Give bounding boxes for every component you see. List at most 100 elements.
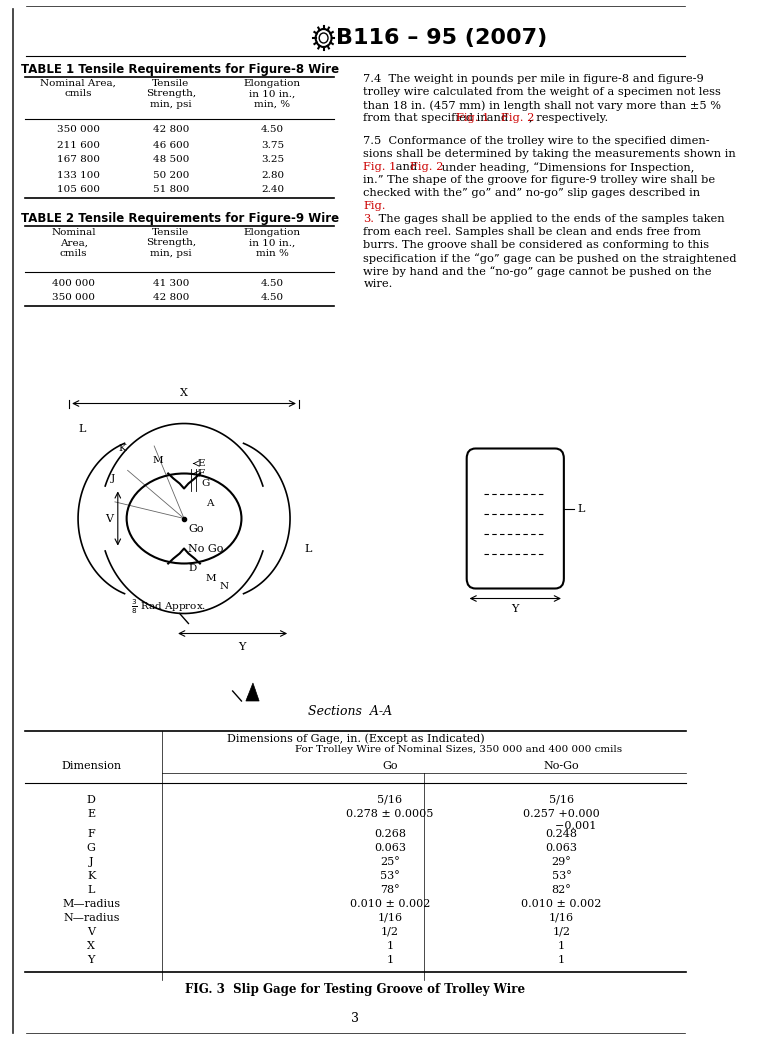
Text: , respectively.: , respectively. bbox=[529, 113, 608, 123]
Text: 1/16: 1/16 bbox=[549, 913, 574, 923]
Text: 25°: 25° bbox=[380, 857, 400, 867]
Text: Fig.: Fig. bbox=[363, 201, 386, 211]
Text: E: E bbox=[198, 459, 205, 468]
Text: 0.248: 0.248 bbox=[545, 829, 577, 839]
Text: wire.: wire. bbox=[363, 279, 393, 289]
Text: D: D bbox=[188, 564, 197, 573]
Text: sions shall be determined by taking the measurements shown in: sions shall be determined by taking the … bbox=[363, 150, 736, 159]
Text: No Go: No Go bbox=[188, 543, 224, 554]
Text: 82°: 82° bbox=[552, 885, 571, 895]
Text: 350 000: 350 000 bbox=[52, 294, 95, 303]
Text: 0.278 ± 0.0005: 0.278 ± 0.0005 bbox=[346, 809, 433, 819]
Text: 1: 1 bbox=[558, 955, 565, 965]
Text: 105 600: 105 600 bbox=[57, 185, 100, 195]
Text: Elongation
in 10 in.,
min %: Elongation in 10 in., min % bbox=[244, 228, 301, 258]
Text: For Trolley Wire of Nominal Sizes, 350 000 and 400 000 cmils: For Trolley Wire of Nominal Sizes, 350 0… bbox=[295, 745, 622, 754]
Polygon shape bbox=[246, 683, 259, 701]
Text: 0.257 +0.000
        −0.001: 0.257 +0.000 −0.001 bbox=[523, 809, 600, 831]
Text: wire by hand and the “no-go” gage cannot be pushed on the: wire by hand and the “no-go” gage cannot… bbox=[363, 266, 712, 277]
Text: 4.50: 4.50 bbox=[261, 126, 284, 134]
Text: K: K bbox=[118, 445, 126, 453]
Text: 41 300: 41 300 bbox=[152, 279, 189, 287]
Text: 50 200: 50 200 bbox=[152, 171, 189, 179]
Text: 3: 3 bbox=[352, 1012, 359, 1025]
Text: 7.4  The weight in pounds per mile in figure-8 and figure-9: 7.4 The weight in pounds per mile in fig… bbox=[363, 74, 704, 84]
Text: under heading, “Dimensions for Inspection,: under heading, “Dimensions for Inspectio… bbox=[439, 162, 695, 173]
Text: Y: Y bbox=[88, 955, 95, 965]
Text: 0.268: 0.268 bbox=[373, 829, 406, 839]
Text: from each reel. Samples shall be clean and ends free from: from each reel. Samples shall be clean a… bbox=[363, 227, 701, 237]
Text: Fig. 2: Fig. 2 bbox=[410, 162, 443, 173]
Text: B116 – 95 (2007): B116 – 95 (2007) bbox=[336, 28, 547, 48]
Text: G: G bbox=[87, 843, 96, 853]
Text: Fig. 2: Fig. 2 bbox=[501, 113, 534, 123]
Text: 2.80: 2.80 bbox=[261, 171, 284, 179]
Text: 1: 1 bbox=[386, 955, 394, 965]
Text: Sections  A-A: Sections A-A bbox=[307, 705, 392, 718]
Text: Fig. 1: Fig. 1 bbox=[456, 113, 489, 123]
Text: 211 600: 211 600 bbox=[57, 141, 100, 150]
Text: 1/16: 1/16 bbox=[377, 913, 402, 923]
Text: J: J bbox=[111, 474, 115, 483]
Text: 0.063: 0.063 bbox=[545, 843, 577, 853]
Text: D: D bbox=[87, 795, 96, 805]
Text: X: X bbox=[87, 941, 95, 951]
Text: 0.063: 0.063 bbox=[373, 843, 406, 853]
Text: in.” The shape of the groove for figure-9 trolley wire shall be: in.” The shape of the groove for figure-… bbox=[363, 175, 716, 185]
Text: Go: Go bbox=[188, 524, 204, 533]
Text: 350 000: 350 000 bbox=[57, 126, 100, 134]
Text: 167 800: 167 800 bbox=[57, 155, 100, 164]
Text: The gages shall be applied to the ends of the samples taken: The gages shall be applied to the ends o… bbox=[375, 214, 724, 225]
Text: No-Go: No-Go bbox=[544, 761, 580, 771]
Text: L: L bbox=[88, 885, 95, 895]
Text: Nominal Area,
cmils: Nominal Area, cmils bbox=[40, 79, 116, 99]
Text: TABLE 2 Tensile Requirements for Figure-9 Wire: TABLE 2 Tensile Requirements for Figure-… bbox=[20, 212, 338, 225]
Text: Tensile
Strength,
min, psi: Tensile Strength, min, psi bbox=[145, 228, 196, 258]
Text: 1: 1 bbox=[558, 941, 565, 951]
Text: L: L bbox=[79, 424, 86, 433]
Text: than 18 in. (457 mm) in length shall not vary more than ±5 %: than 18 in. (457 mm) in length shall not… bbox=[363, 100, 721, 110]
Text: from that specified in: from that specified in bbox=[363, 113, 492, 123]
Text: trolley wire calculated from the weight of a specimen not less: trolley wire calculated from the weight … bbox=[363, 87, 721, 97]
Text: E: E bbox=[87, 809, 96, 819]
Text: 1/2: 1/2 bbox=[380, 926, 399, 937]
Text: checked with the” go” and” no-go” slip gages described in: checked with the” go” and” no-go” slip g… bbox=[363, 188, 700, 199]
Text: 3.: 3. bbox=[363, 214, 374, 225]
Text: 42 800: 42 800 bbox=[152, 294, 189, 303]
Text: 3.75: 3.75 bbox=[261, 141, 284, 150]
Text: FIG. 3  Slip Gage for Testing Groove of Trolley Wire: FIG. 3 Slip Gage for Testing Groove of T… bbox=[185, 983, 525, 996]
Text: Dimensions of Gage, in. (Except as Indicated): Dimensions of Gage, in. (Except as Indic… bbox=[226, 733, 484, 743]
Text: 4.50: 4.50 bbox=[261, 279, 284, 287]
Text: 3.25: 3.25 bbox=[261, 155, 284, 164]
Text: 53°: 53° bbox=[552, 871, 571, 881]
Text: 1: 1 bbox=[386, 941, 394, 951]
Text: 1/2: 1/2 bbox=[552, 926, 570, 937]
Text: and: and bbox=[391, 162, 420, 173]
Text: Y: Y bbox=[238, 641, 245, 652]
Text: N: N bbox=[219, 582, 229, 591]
Text: 78°: 78° bbox=[380, 885, 400, 895]
Text: K: K bbox=[87, 871, 96, 881]
Text: 5/16: 5/16 bbox=[377, 795, 402, 805]
Text: V: V bbox=[105, 513, 114, 524]
Text: 53°: 53° bbox=[380, 871, 400, 881]
Text: X: X bbox=[180, 388, 188, 399]
Text: 46 600: 46 600 bbox=[152, 141, 189, 150]
Text: TABLE 1 Tensile Requirements for Figure-8 Wire: TABLE 1 Tensile Requirements for Figure-… bbox=[20, 64, 338, 76]
Text: L: L bbox=[577, 504, 584, 513]
Text: 51 800: 51 800 bbox=[152, 185, 189, 195]
Text: 0.010 ± 0.002: 0.010 ± 0.002 bbox=[349, 899, 430, 909]
Text: M: M bbox=[205, 574, 216, 583]
Text: M—radius: M—radius bbox=[62, 899, 121, 909]
Text: M: M bbox=[152, 456, 163, 465]
Text: 133 100: 133 100 bbox=[57, 171, 100, 179]
Text: F: F bbox=[87, 829, 95, 839]
Text: $\frac{3}{8}$ Rad Approx.: $\frac{3}{8}$ Rad Approx. bbox=[131, 598, 206, 615]
Text: Elongation
in 10 in.,
min, %: Elongation in 10 in., min, % bbox=[244, 79, 301, 109]
Text: V: V bbox=[87, 926, 96, 937]
Text: specification if the “go” gage can be pushed on the straightened: specification if the “go” gage can be pu… bbox=[363, 253, 737, 264]
Text: 2.40: 2.40 bbox=[261, 185, 284, 195]
Text: 5/16: 5/16 bbox=[549, 795, 574, 805]
Text: burrs. The groove shall be considered as conforming to this: burrs. The groove shall be considered as… bbox=[363, 240, 710, 251]
Text: Tensile
Strength,
min, psi: Tensile Strength, min, psi bbox=[145, 79, 196, 109]
